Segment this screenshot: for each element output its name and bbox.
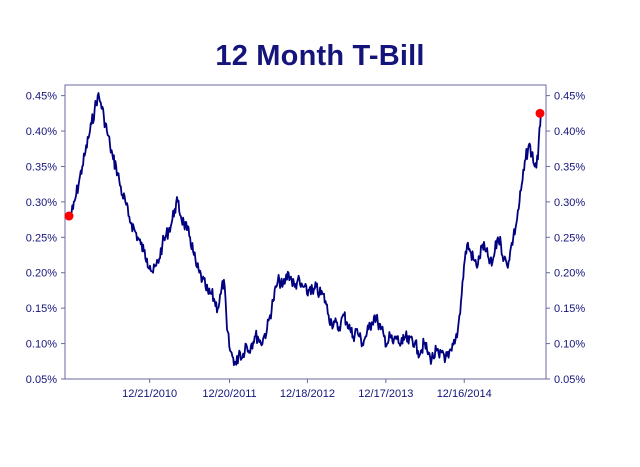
y-tick-label-right: 0.30% [554, 197, 585, 209]
y-tick-label-right: 0.10% [554, 339, 585, 351]
end-point-marker [535, 108, 545, 118]
plot-frame [64, 84, 547, 380]
series-line [69, 92, 542, 367]
x-tick-label: 12/20/2011 [202, 388, 256, 400]
y-tick-label-left: 0.25% [26, 232, 57, 244]
y-tick-label-right: 0.20% [554, 268, 585, 280]
x-tick-label: 12/18/2012 [280, 388, 335, 400]
left-y-axis: 0.05% 0.10% 0.15% 0.20% 0.25% 0.30% 0.35% 0.40%… [26, 91, 65, 386]
y-tick-label-right: 0.40% [554, 126, 585, 138]
y-tick-label-left: 0.15% [26, 303, 57, 315]
y-tick-label-left: 0.20% [26, 268, 57, 280]
y-tick-label-left: 0.30% [26, 197, 57, 209]
y-tick-label-right: 0.45% [554, 91, 585, 103]
x-tick-label: 12/21/2010 [122, 388, 177, 400]
y-tick-label-right: 0.05% [554, 374, 585, 386]
y-tick-label-left: 0.35% [26, 161, 57, 173]
x-tick-label: 12/16/2014 [437, 388, 492, 400]
right-y-axis: 0.05% 0.10% 0.15% 0.20% 0.25% 0.30% 0.35% 0.40%… [546, 91, 585, 386]
y-tick-label-left: 0.45% [26, 91, 57, 103]
x-axis: 12/21/2010 12/20/2011 12/18/2012 12/17/2013… [122, 379, 492, 400]
chart-title: 12 Month T-Bill [215, 40, 425, 72]
y-tick-label-right: 0.15% [554, 303, 585, 315]
y-tick-label-left: 0.05% [26, 374, 57, 386]
start-point-marker [64, 211, 74, 221]
y-tick-label-left: 0.10% [26, 339, 57, 351]
y-tick-label-right: 0.35% [554, 161, 585, 173]
x-tick-label: 12/17/2013 [358, 388, 413, 400]
y-tick-label-right: 0.25% [554, 232, 585, 244]
y-tick-label-left: 0.40% [26, 126, 57, 138]
